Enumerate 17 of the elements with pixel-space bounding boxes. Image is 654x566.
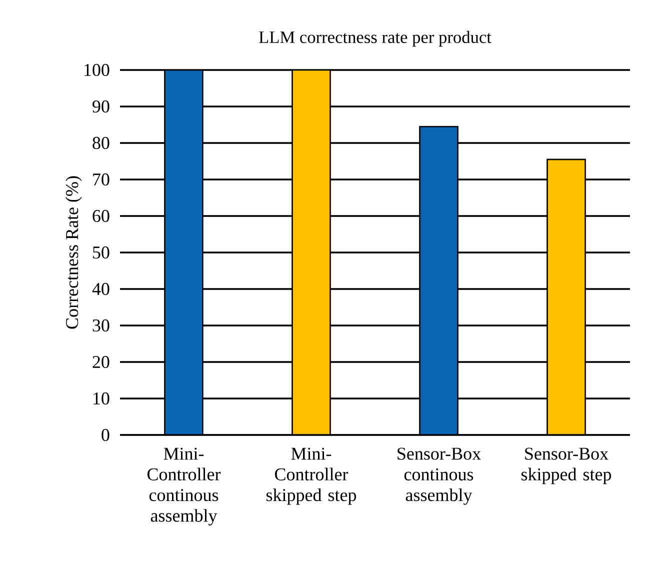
- y-tick-label: 60: [92, 210, 110, 222]
- x-tick-label: Mini-Controller continous assembly: [147, 448, 221, 526]
- y-tick-label: 10: [94, 392, 110, 405]
- y-tick-label: 90: [92, 100, 110, 113]
- y-axis-title: Correctness Rate (%): [65, 176, 82, 329]
- y-tick-label: 0: [102, 428, 110, 442]
- y-tick-label: 100: [84, 64, 110, 76]
- y-tick-label: 30: [92, 319, 110, 332]
- y-tick-label: 70: [93, 173, 110, 186]
- y-tick-label: 40: [92, 282, 110, 296]
- y-tick-label: 20: [92, 356, 110, 368]
- x-tick-label: Sensor-Box skipped step: [521, 448, 612, 484]
- chart-title: LLM correctness rate per product: [259, 30, 492, 47]
- y-tick-label: 80: [92, 136, 110, 150]
- x-tick-label: Mini-Controller skipped step: [266, 448, 356, 505]
- x-tick-label: Sensor-Box continous assembly: [398, 448, 481, 505]
- y-tick-label: 50: [93, 246, 110, 259]
